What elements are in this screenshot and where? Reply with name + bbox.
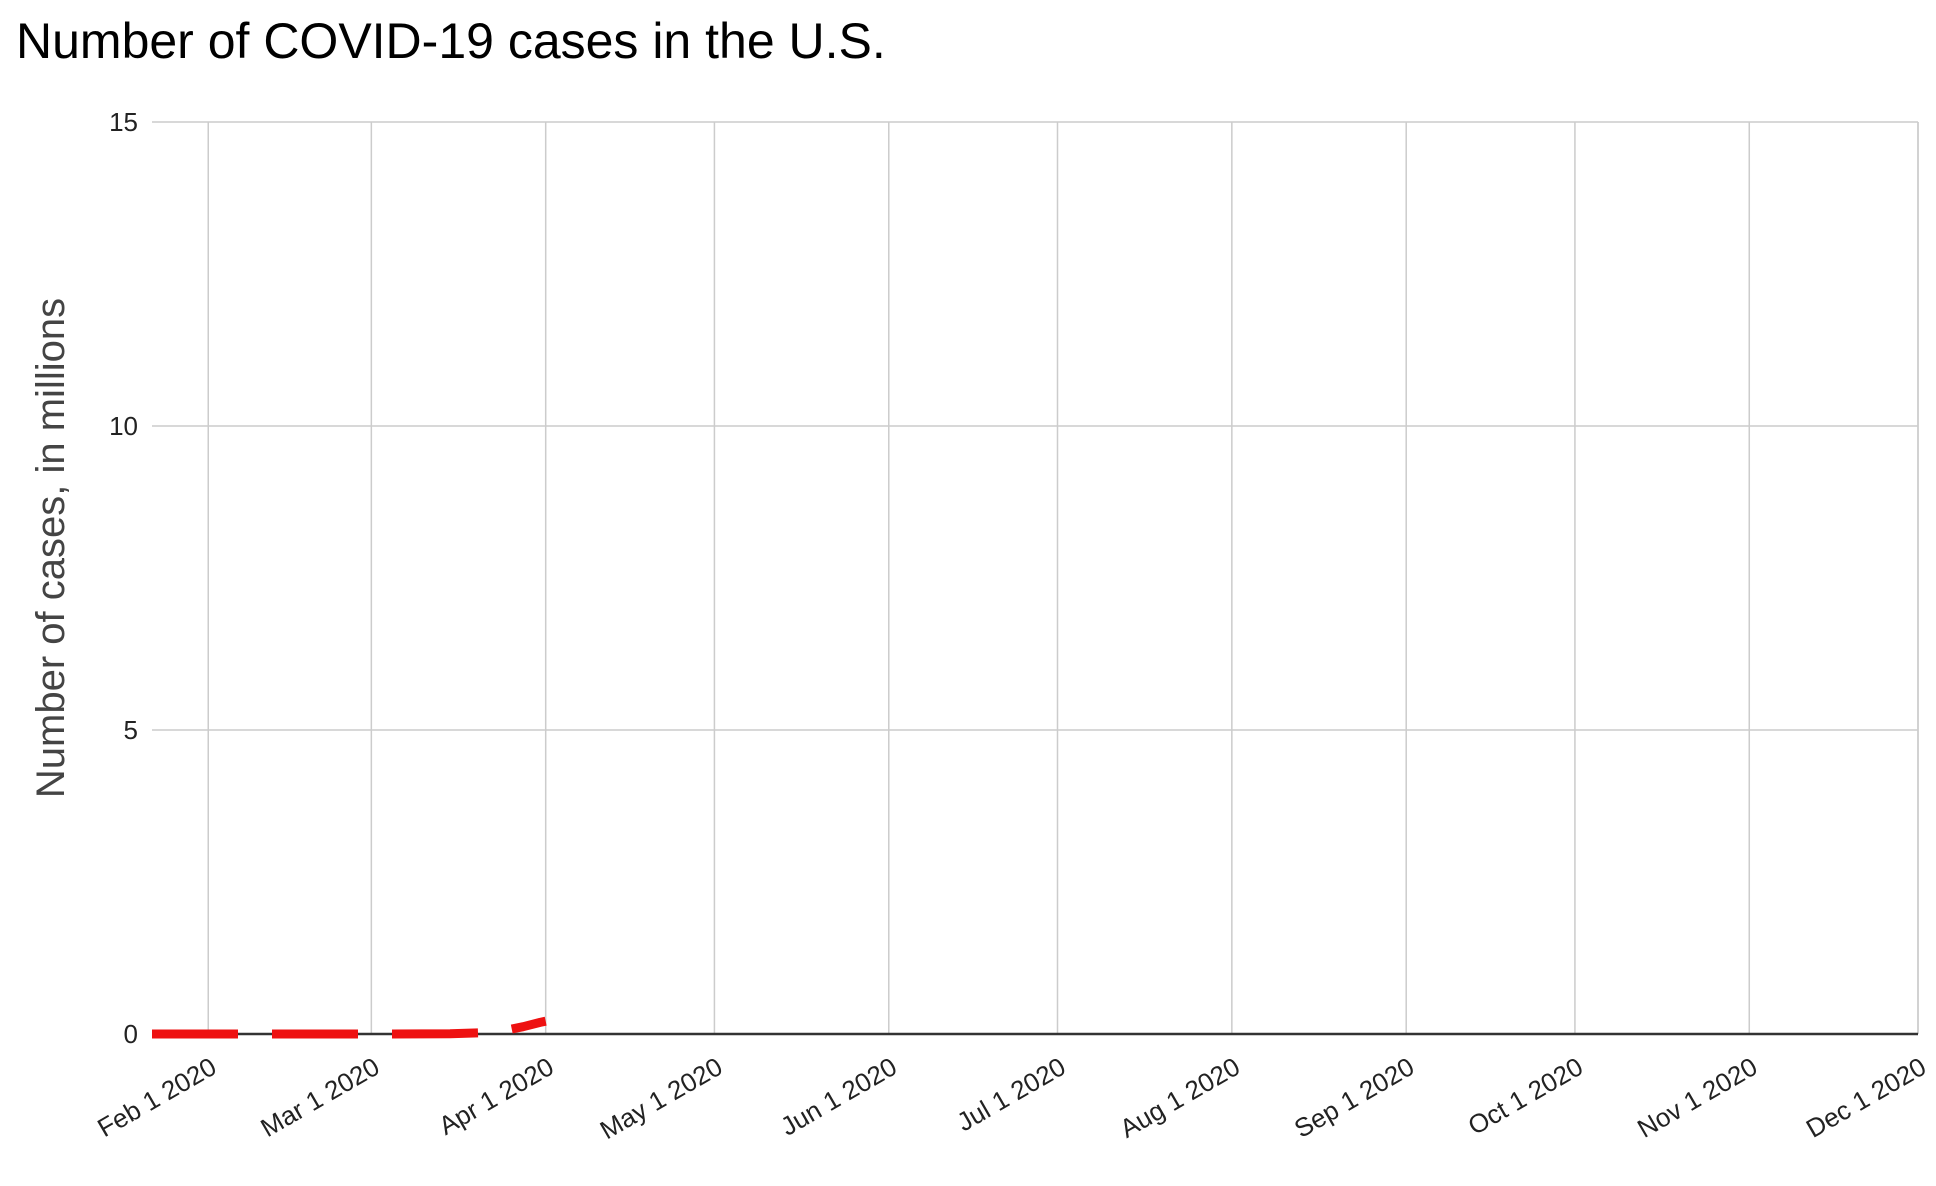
x-tick-label: Sep 1 2020 <box>1289 1051 1419 1143</box>
y-tick-label: 10 <box>109 411 138 441</box>
grid-layer <box>152 121 1919 1034</box>
series-layer <box>152 1016 547 1039</box>
y-axis-title: Number of cases, in millions <box>29 298 73 798</box>
chart-title: Number of COVID-19 cases in the U.S. <box>16 13 886 69</box>
x-tick-label: Feb 1 2020 <box>92 1051 221 1143</box>
x-tick-label: Apr 1 2020 <box>434 1051 559 1141</box>
x-tick-label: May 1 2020 <box>595 1051 728 1145</box>
x-tick-label: Jul 1 2020 <box>952 1051 1071 1137</box>
x-tick-label: Oct 1 2020 <box>1463 1051 1588 1141</box>
label-layer: 0 5 10 15 Feb 1 2020 Mar 1 2020 Apr 1 2020 May … <box>92 107 1931 1145</box>
y-tick-label: 0 <box>124 1019 138 1049</box>
y-tick-label: 5 <box>124 715 138 745</box>
y-tick-label: 15 <box>109 107 138 137</box>
x-tick-label: Dec 1 2020 <box>1801 1051 1931 1143</box>
series-line <box>152 1016 547 1039</box>
x-tick-label: Jun 1 2020 <box>775 1051 901 1141</box>
x-tick-label: Aug 1 2020 <box>1115 1051 1245 1143</box>
x-tick-label: Nov 1 2020 <box>1632 1051 1762 1143</box>
x-tick-label: Mar 1 2020 <box>255 1051 384 1143</box>
